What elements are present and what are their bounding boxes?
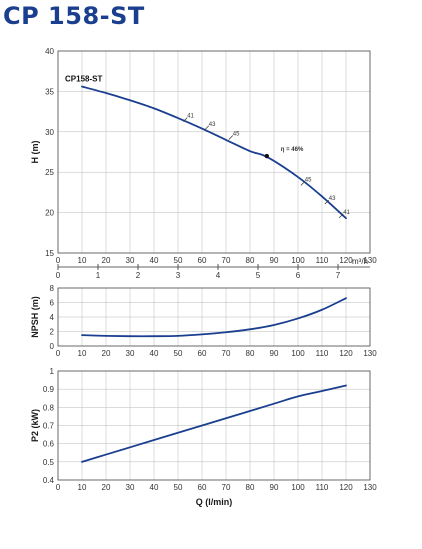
y-tick-label: 0.8 [43, 403, 55, 412]
head-chart-panel: 0 10 20 30 40 50 60 70 80 90 100 110 120 130152025303… [30, 47, 377, 280]
secondary-x-tick-label: 0 [56, 271, 61, 280]
x-tick-label: 90 [270, 349, 279, 358]
x-tick-label: 110 [316, 483, 329, 492]
y-tick-label: 15 [45, 249, 54, 258]
x-tick-label: 0 [56, 349, 61, 358]
y-tick-label: 0.5 [43, 458, 55, 467]
x-tick-label: 100 [291, 349, 305, 358]
x-tick-label: 100 [291, 483, 305, 492]
x-tick-label: 10 [78, 256, 87, 265]
y-tick-label: 1 [50, 367, 55, 376]
y-tick-label: 0.7 [43, 422, 55, 431]
y-tick-label: 0.9 [43, 385, 55, 394]
x-tick-label: 110 [316, 256, 329, 265]
y-axis-label: NPSH (m) [30, 296, 40, 338]
secondary-x-tick-label: 1 [96, 271, 101, 280]
page-title: CP 158-ST [3, 2, 145, 30]
y-tick-label: 8 [50, 284, 55, 293]
y-tick-label: 0.4 [43, 476, 55, 485]
secondary-x-unit-label: m³/h [352, 257, 368, 266]
x-tick-label: 120 [339, 349, 353, 358]
efficiency-annotation: 41 [187, 114, 194, 120]
plot-frame [57, 287, 371, 347]
y-tick-label: 0 [50, 342, 55, 351]
x-tick-label: 40 [150, 349, 159, 358]
x-tick-label: 50 [174, 349, 183, 358]
y-tick-label: 4 [50, 313, 55, 322]
x-tick-label: 130 [363, 256, 377, 265]
x-tick-label: 60 [198, 349, 207, 358]
curve-label: CP158-ST [65, 75, 102, 84]
x-tick-label: 130 [363, 483, 377, 492]
y-axis-label: P2 (kW) [30, 409, 40, 442]
x-axis-label: Q (l/min) [196, 497, 233, 507]
x-tick-label: 70 [222, 483, 231, 492]
secondary-x-tick-label: 5 [256, 271, 261, 280]
secondary-x-tick-label: 6 [296, 271, 301, 280]
x-tick-label: 20 [102, 483, 111, 492]
x-tick-label: 60 [198, 256, 207, 265]
x-tick-label: 30 [126, 256, 135, 265]
series-line [81, 384, 347, 463]
x-tick-label: 50 [174, 483, 183, 492]
efficiency-tick [338, 213, 344, 219]
y-tick-label: 35 [45, 87, 54, 96]
series-line [81, 297, 347, 338]
plot-frame [57, 50, 371, 254]
x-tick-label: 120 [339, 483, 353, 492]
y-tick-label: 40 [45, 47, 54, 56]
secondary-x-tick-label: 2 [136, 271, 141, 280]
x-tick-label: 90 [270, 256, 279, 265]
efficiency-annotation: 43 [329, 196, 336, 202]
x-tick-label: 70 [222, 256, 231, 265]
efficiency-annotation: η = 46% [281, 147, 304, 153]
secondary-x-tick-label: 7 [336, 271, 341, 280]
efficiency-tick [182, 117, 188, 122]
x-tick-label: 30 [126, 349, 135, 358]
x-tick-label: 40 [150, 256, 159, 265]
efficiency-annotation: 45 [305, 178, 312, 184]
x-tick-label: 50 [174, 256, 183, 265]
x-tick-label: 30 [126, 483, 135, 492]
x-tick-label: 110 [316, 349, 329, 358]
x-tick-label: 40 [150, 483, 159, 492]
x-tick-label: 100 [291, 256, 305, 265]
secondary-x-tick-label: 3 [176, 271, 181, 280]
y-axis-label: H (m) [30, 141, 40, 164]
efficiency-annotation: 45 [233, 131, 240, 137]
x-tick-label: 80 [246, 349, 255, 358]
y-tick-label: 0.6 [43, 440, 55, 449]
x-tick-label: 20 [102, 256, 111, 265]
y-tick-label: 2 [50, 328, 55, 337]
x-tick-label: 90 [270, 483, 279, 492]
x-tick-label: 10 [78, 483, 87, 492]
x-tick-label: 80 [246, 256, 255, 265]
plot-frame [57, 370, 371, 481]
x-tick-label: 60 [198, 483, 207, 492]
x-tick-label: 130 [363, 349, 377, 358]
x-tick-label: 20 [102, 349, 111, 358]
x-tick-label: 0 [56, 256, 61, 265]
secondary-x-tick-label: 4 [216, 271, 221, 280]
x-tick-label: 70 [222, 349, 231, 358]
efficiency-annotation: 43 [209, 122, 216, 128]
efficiency-tick [228, 135, 234, 140]
x-tick-label: 80 [246, 483, 255, 492]
efficiency-tick [324, 199, 330, 205]
x-tick-label: 10 [78, 349, 87, 358]
efficiency-tick [300, 181, 306, 186]
npsh-chart-panel: 0 10 20 30 40 50 60 70 80 90 100 110 120 130 0 2 4 6 8 NPSH… [30, 284, 377, 358]
x-tick-label: 120 [339, 256, 353, 265]
efficiency-tick [204, 125, 210, 131]
x-tick-label: 0 [56, 483, 61, 492]
y-tick-label: 30 [45, 128, 54, 137]
power-chart-panel: 0 10 20 30 40 50 60 70 80 90 100 110 120 130 0.4 0.5 0.6… [30, 367, 377, 507]
efficiency-peak-marker [264, 153, 269, 159]
y-tick-label: 25 [45, 168, 54, 177]
series-line [81, 85, 347, 220]
y-tick-label: 6 [50, 299, 55, 308]
efficiency-annotation: 41 [343, 210, 350, 216]
y-tick-label: 20 [45, 209, 54, 218]
